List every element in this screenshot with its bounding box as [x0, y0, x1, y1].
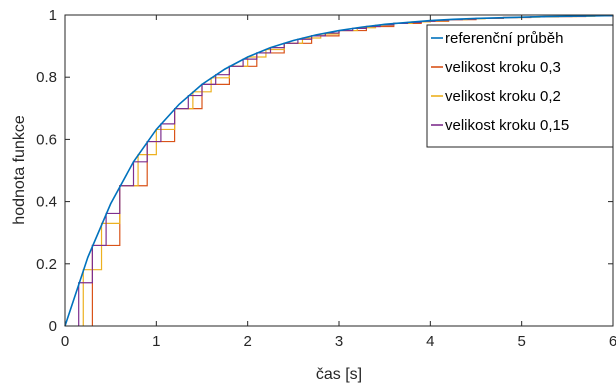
- y-tick-label: 0: [49, 318, 57, 335]
- y-axis-label: hodnota funkce: [11, 115, 28, 225]
- tick-label-layer: 0 1 2 3 4 5 6 0 0.2 0.4 0.6 0.8 1: [36, 7, 616, 350]
- legend-label-velikost-kroku-0-15: velikost kroku 0,15: [445, 117, 569, 134]
- series-layer: [64, 14, 614, 327]
- x-tick-label: 0: [61, 333, 69, 350]
- x-tick-label: 1: [152, 333, 160, 350]
- legend-box: [426, 24, 614, 148]
- legend-label-referencni-prubeh: referenční průběh: [445, 30, 563, 47]
- axes-layer: [64, 14, 614, 327]
- y-tick-label: 0.6: [36, 131, 57, 148]
- legend-label-velikost-kroku-0-3: velikost kroku 0,3: [445, 59, 561, 76]
- x-axis-label: čas [s]: [316, 366, 362, 383]
- x-tick-label: 3: [335, 333, 343, 350]
- y-tick-label: 0.2: [36, 256, 57, 273]
- x-tick-label: 2: [243, 333, 251, 350]
- x-tick-label: 4: [426, 333, 434, 350]
- y-tick-label: 0.8: [36, 69, 57, 86]
- y-tick-label: 1: [49, 7, 57, 24]
- x-tick-label: 6: [609, 333, 616, 350]
- legend-label-velikost-kroku-0-2: velikost kroku 0,2: [445, 88, 561, 105]
- legend: referenční průběh velikost kroku 0,3 velik…: [426, 24, 614, 148]
- y-tick-label: 0.4: [36, 194, 57, 211]
- legend-items: referenční průběh velikost kroku 0,3 velik…: [431, 30, 569, 134]
- x-tick-label: 5: [517, 333, 525, 350]
